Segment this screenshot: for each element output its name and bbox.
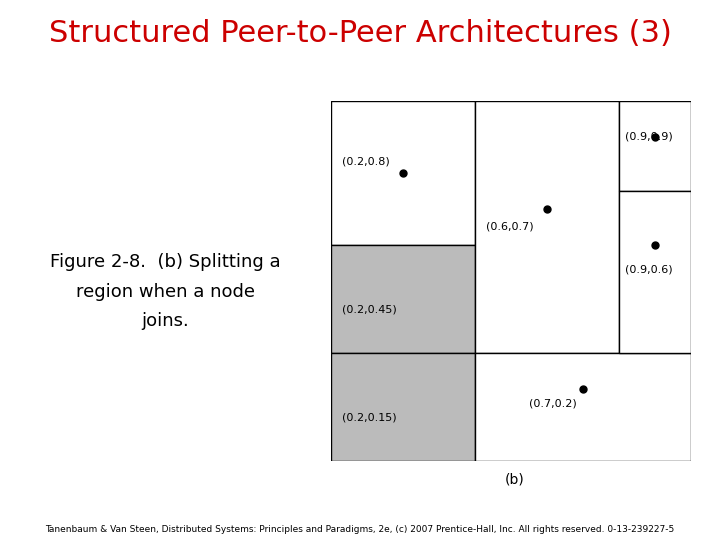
Bar [475, 353, 691, 461]
Text: Tanenbaum & Van Steen, Distributed Systems: Principles and Paradigms, 2e, (c) 20: Tanenbaum & Van Steen, Distributed Syste… [45, 524, 675, 534]
Text: joins.: joins. [142, 312, 189, 330]
Bar [619, 191, 691, 353]
Text: Structured Peer-to-Peer Architectures (3): Structured Peer-to-Peer Architectures (3… [48, 19, 672, 48]
Text: (0.7,0.2): (0.7,0.2) [529, 398, 577, 408]
Bar [475, 101, 619, 353]
Text: (0.9,0.9): (0.9,0.9) [624, 132, 672, 142]
Bar [331, 245, 475, 353]
Text: (0.9,0.6): (0.9,0.6) [624, 265, 672, 275]
Text: region when a node: region when a node [76, 282, 255, 301]
Bar [331, 353, 475, 461]
Text: (b): (b) [505, 472, 525, 487]
Bar [619, 101, 691, 191]
Text: (0.6,0.7): (0.6,0.7) [486, 222, 534, 232]
Text: (0.2,0.8): (0.2,0.8) [342, 157, 390, 167]
Text: (0.2,0.45): (0.2,0.45) [342, 305, 397, 315]
Bar [331, 101, 475, 245]
Text: Figure 2-8.  (b) Splitting a: Figure 2-8. (b) Splitting a [50, 253, 281, 271]
Text: (0.2,0.15): (0.2,0.15) [342, 413, 397, 423]
